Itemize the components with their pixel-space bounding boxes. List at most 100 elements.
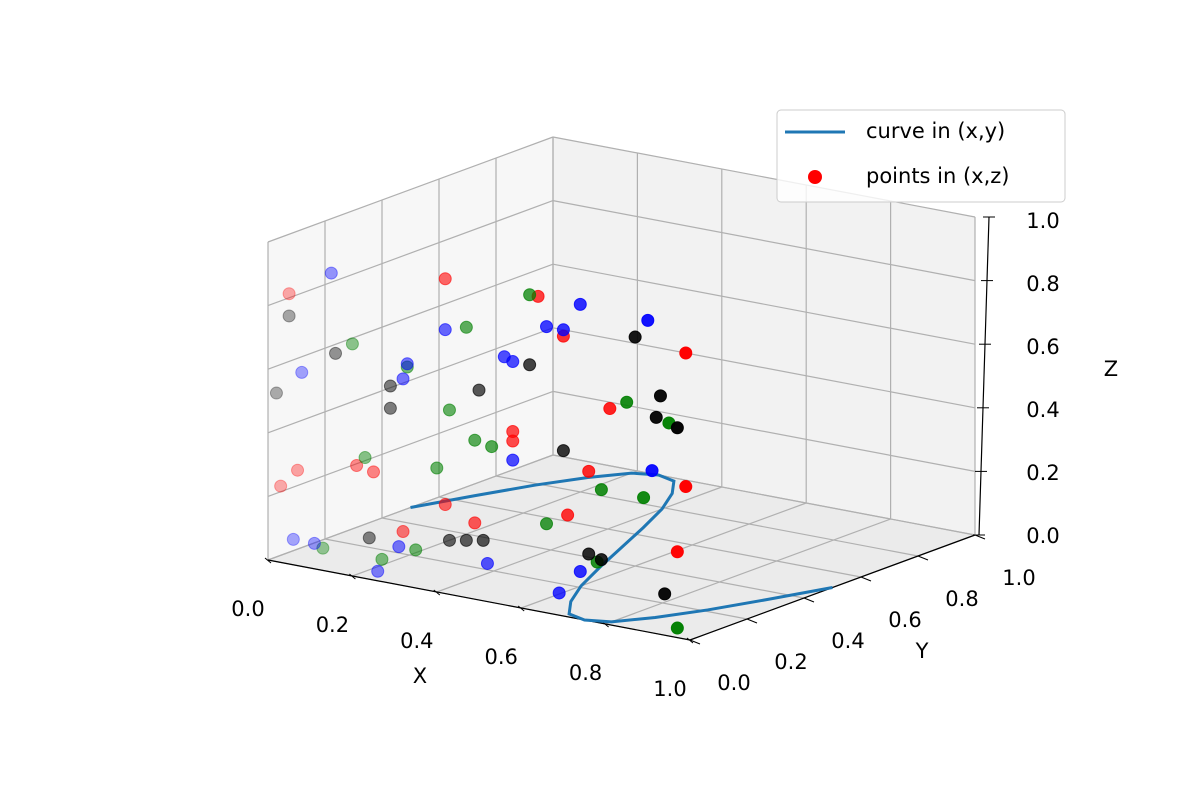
point <box>362 531 376 545</box>
point <box>396 372 410 386</box>
x-axis-label: X <box>413 664 427 688</box>
x-tick <box>349 573 356 580</box>
point <box>396 525 410 539</box>
point <box>400 357 414 371</box>
grid-line <box>552 263 976 345</box>
y-tick <box>803 597 815 603</box>
legend-label: points in (x,z) <box>866 164 1010 188</box>
point <box>438 498 452 512</box>
point <box>506 355 520 369</box>
point <box>269 386 283 400</box>
legend-label: curve in (x,y) <box>866 119 1005 143</box>
grid <box>267 136 976 641</box>
point <box>620 395 634 409</box>
marks <box>269 266 833 635</box>
point <box>523 358 537 372</box>
point <box>442 403 456 417</box>
point <box>324 266 338 280</box>
x-tick <box>517 605 525 612</box>
point <box>307 536 321 550</box>
x-tick-label: 1.0 <box>653 677 686 701</box>
legend-box <box>776 109 1066 203</box>
point <box>459 533 473 547</box>
point <box>645 464 659 478</box>
point <box>438 272 452 286</box>
point <box>350 459 364 472</box>
point <box>670 421 684 435</box>
grid-line <box>267 390 554 497</box>
point <box>506 453 520 467</box>
point <box>430 461 444 475</box>
panes <box>266 136 977 641</box>
z-tick-label: 0.0 <box>1026 524 1059 548</box>
point <box>573 297 587 311</box>
point <box>594 483 608 497</box>
z-axis-label: Z <box>1104 357 1118 381</box>
point <box>358 451 372 465</box>
z-tick-label: 0.2 <box>1026 461 1059 485</box>
point <box>468 433 482 447</box>
point <box>286 532 300 546</box>
y-tick <box>860 576 872 582</box>
point <box>670 545 684 559</box>
axis-line <box>267 559 691 641</box>
y-tick <box>689 639 701 645</box>
point <box>628 330 642 344</box>
grid-line <box>605 518 891 625</box>
x-tick-label: 0.8 <box>569 661 602 685</box>
point <box>383 401 397 415</box>
grid-line <box>267 200 554 307</box>
x-tick <box>433 589 441 596</box>
grid-line <box>520 502 807 609</box>
y-tick <box>746 618 758 624</box>
point <box>316 541 330 555</box>
point <box>561 508 575 522</box>
point <box>552 586 566 600</box>
grid-line <box>552 200 976 282</box>
grid-line <box>267 327 554 434</box>
point <box>438 323 452 337</box>
y-tick <box>917 555 929 561</box>
point <box>582 547 596 561</box>
y-tick-label: 0.6 <box>888 608 921 632</box>
grid-line <box>267 263 554 370</box>
point <box>670 621 684 635</box>
x-tick-label: 0.6 <box>484 645 517 669</box>
x-tick <box>264 557 272 564</box>
x-tick-label: 0.4 <box>400 629 433 653</box>
point <box>329 346 343 360</box>
point <box>345 337 359 351</box>
point <box>409 543 423 557</box>
grid-line <box>324 538 748 620</box>
point <box>653 389 667 403</box>
z-tick-label: 0.4 <box>1026 398 1059 422</box>
point <box>540 320 554 334</box>
point <box>658 587 672 601</box>
point <box>523 288 537 302</box>
point <box>637 491 651 505</box>
point <box>282 309 296 323</box>
grid-line <box>495 475 919 557</box>
point <box>649 410 663 424</box>
point <box>480 556 494 570</box>
y-axis-label: Y <box>915 639 929 663</box>
curve <box>410 471 833 624</box>
point <box>506 434 520 448</box>
point <box>442 533 456 547</box>
point <box>472 383 486 397</box>
point <box>392 540 406 554</box>
y-tick-label: 1.0 <box>1002 566 1035 590</box>
y-tick-label: 0.2 <box>774 650 807 674</box>
point <box>582 464 596 478</box>
point <box>485 440 499 454</box>
grid-line <box>552 327 976 409</box>
point <box>468 516 482 530</box>
point <box>274 479 288 493</box>
point <box>282 287 296 301</box>
point <box>556 323 570 337</box>
grid-line <box>438 496 862 578</box>
grid-line <box>352 470 638 577</box>
point <box>540 517 554 531</box>
point <box>594 553 608 567</box>
